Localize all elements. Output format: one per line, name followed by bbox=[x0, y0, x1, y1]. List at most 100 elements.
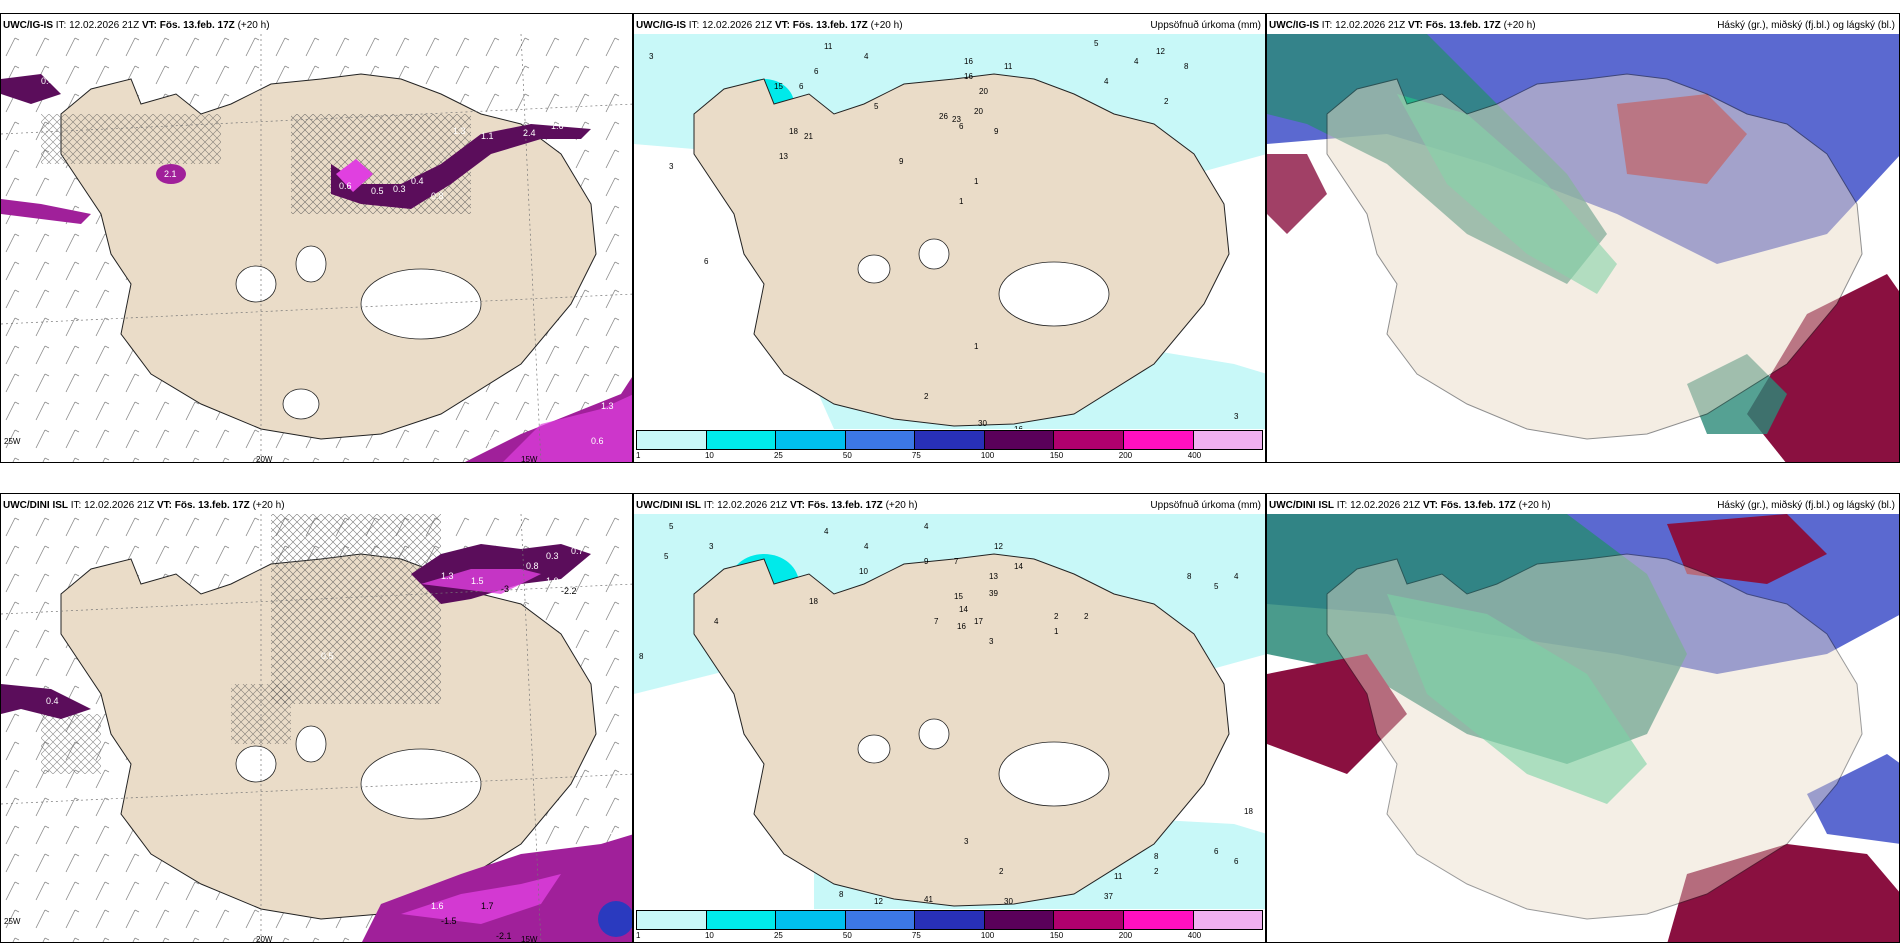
wind-label: 1.5 bbox=[471, 576, 484, 586]
legend-swatch bbox=[776, 911, 846, 929]
precip-label: 18 bbox=[809, 597, 818, 606]
precip-label: 41 bbox=[924, 895, 933, 904]
wind-label: 0.4 bbox=[41, 76, 54, 86]
legend-swatch bbox=[1193, 431, 1263, 449]
legend-tick: 75 bbox=[911, 931, 921, 940]
precip-label: 21 bbox=[804, 132, 813, 141]
legend-tick: 150 bbox=[1049, 931, 1064, 940]
legend-swatch bbox=[915, 431, 985, 449]
precip-label: 4 bbox=[1234, 572, 1239, 581]
panel-title: UWC/IG-IS IT: 12.02.2026 21Z VT: Fös. 13… bbox=[636, 20, 903, 31]
precip-label: 6 bbox=[704, 257, 709, 266]
panel-title: UWC/DINI ISL IT: 12.02.2026 21Z VT: Fös.… bbox=[1269, 500, 1551, 511]
panel-variable-title: Uppsöfnuð úrkoma (mm) bbox=[1150, 20, 1261, 31]
legend-swatch bbox=[1123, 911, 1194, 929]
wind-label: 0.8 bbox=[481, 436, 494, 446]
precip-label: 30 bbox=[1004, 897, 1013, 906]
legend-swatch bbox=[984, 911, 1055, 929]
lon-label: 25W bbox=[4, 917, 21, 926]
precip-label: 13 bbox=[779, 152, 788, 161]
wind-label: 0.6 bbox=[591, 436, 604, 446]
precip-label: 11 bbox=[1004, 62, 1013, 71]
precip-label: 23 bbox=[952, 115, 961, 124]
precip-label: 17 bbox=[974, 617, 983, 626]
wind-label: 0.3 bbox=[393, 184, 406, 194]
precip-label: 14 bbox=[959, 605, 968, 614]
wind-label: 1.3 bbox=[601, 401, 614, 411]
precip-label: 3 bbox=[709, 542, 714, 551]
legend-ticks: 1 10 25 50 75 100 150 200 400 bbox=[636, 450, 1263, 462]
precip-label: 6 bbox=[959, 122, 964, 131]
precip-label: 11 bbox=[1114, 872, 1123, 881]
precip-label: 18 bbox=[789, 127, 798, 136]
legend-swatch bbox=[1123, 431, 1194, 449]
precip-label: 3 bbox=[649, 52, 654, 61]
legend-colorbar bbox=[636, 430, 1263, 450]
precip-label: 4 bbox=[714, 617, 719, 626]
precip-label: 15 bbox=[774, 82, 783, 91]
precip-label: 12 bbox=[1156, 47, 1165, 56]
panel-title: UWC/DINI ISL IT: 12.02.2026 21Z VT: Fös.… bbox=[636, 500, 918, 511]
precip-label: 20 bbox=[979, 87, 988, 96]
precip-label: 2 bbox=[1054, 612, 1059, 621]
wind-label: 0.7 bbox=[571, 546, 584, 556]
wind-label: 1.7 bbox=[481, 901, 494, 911]
legend-colorbar bbox=[636, 910, 1263, 930]
legend-tick: 75 bbox=[911, 451, 921, 460]
precip-label: 8 bbox=[1187, 572, 1192, 581]
precip-label: 11 bbox=[824, 42, 833, 51]
precip-label: 5 bbox=[874, 102, 879, 111]
precip-label: 4 bbox=[824, 527, 829, 536]
wind-label: 0.5 bbox=[371, 186, 384, 196]
panel-igis-clouds: UWC/IG-IS IT: 12.02.2026 21Z VT: Fös. 13… bbox=[1266, 13, 1900, 463]
map-wind: 0.4 2.1 1.3 1.1 0.6 0.5 0.3 0.4 0.8 2.4 … bbox=[1, 34, 632, 463]
precip-label: 4 bbox=[1134, 57, 1139, 66]
legend-tick: 100 bbox=[980, 451, 995, 460]
precip-label: 8 bbox=[839, 890, 844, 899]
legend-tick: 10 bbox=[704, 931, 714, 940]
precip-label: 5 bbox=[664, 552, 669, 561]
panel-dini-clouds: UWC/DINI ISL IT: 12.02.2026 21Z VT: Fös.… bbox=[1266, 493, 1900, 943]
precip-label: 2 bbox=[924, 392, 929, 401]
precip-label: 16 bbox=[1014, 425, 1023, 429]
panel-igis-wind: UWC/IG-IS IT: 12.02.2026 21Z VT: Fös. 13… bbox=[0, 13, 633, 463]
legend-swatch bbox=[706, 431, 777, 449]
precip-label: 16 bbox=[964, 57, 973, 66]
precip-label: 4 bbox=[864, 52, 869, 61]
wind-label: 0.5 bbox=[321, 651, 334, 661]
wind-label: -1.5 bbox=[441, 916, 457, 926]
legend-swatch bbox=[984, 431, 1055, 449]
precip-label: 16 bbox=[957, 622, 966, 631]
wind-label: 0.4 bbox=[46, 696, 59, 706]
wind-label: 1.3 bbox=[453, 126, 466, 136]
legend-tick: 200 bbox=[1118, 451, 1133, 460]
precip-label: 4 bbox=[864, 542, 869, 551]
precip-label: 9 bbox=[994, 127, 999, 136]
wind-label: 2.1 bbox=[164, 169, 177, 179]
precip-label: 3 bbox=[989, 637, 994, 646]
legend-tick: 1 bbox=[636, 451, 641, 460]
legend-ticks: 1 10 25 50 75 100 150 200 400 bbox=[636, 930, 1263, 942]
precip-label: 3 bbox=[1234, 412, 1239, 421]
precip-label: 30 bbox=[978, 419, 987, 428]
precip-label: 2 bbox=[1084, 612, 1089, 621]
precip-label: 1 bbox=[959, 197, 964, 206]
panel-variable-title: Uppsöfnuð úrkoma (mm) bbox=[1150, 500, 1261, 511]
legend-swatch bbox=[776, 431, 846, 449]
precip-label: 10 bbox=[859, 567, 868, 576]
panel-variable-title: Háský (gr.), miðský (fj.bl.) og lágský (… bbox=[1717, 500, 1895, 511]
wind-label: 0.8 bbox=[431, 191, 444, 201]
lon-label: 15W bbox=[521, 455, 538, 463]
wind-label: 0.8 bbox=[526, 561, 539, 571]
precip-label: 3 bbox=[669, 162, 674, 171]
panel-dini-precip: UWC/DINI ISL IT: 12.02.2026 21Z VT: Fös.… bbox=[633, 493, 1266, 943]
precip-label: 8 bbox=[639, 652, 644, 661]
precip-label: 8 bbox=[1184, 62, 1189, 71]
precip-label: 6 bbox=[814, 67, 819, 76]
legend-tick: 400 bbox=[1187, 931, 1202, 940]
legend-tick: 25 bbox=[773, 451, 783, 460]
lon-label: 20W bbox=[256, 455, 273, 463]
wind-label: 0.6 bbox=[339, 181, 352, 191]
wind-label: -2.2 bbox=[561, 586, 577, 596]
precip-label: 2 bbox=[1154, 867, 1159, 876]
